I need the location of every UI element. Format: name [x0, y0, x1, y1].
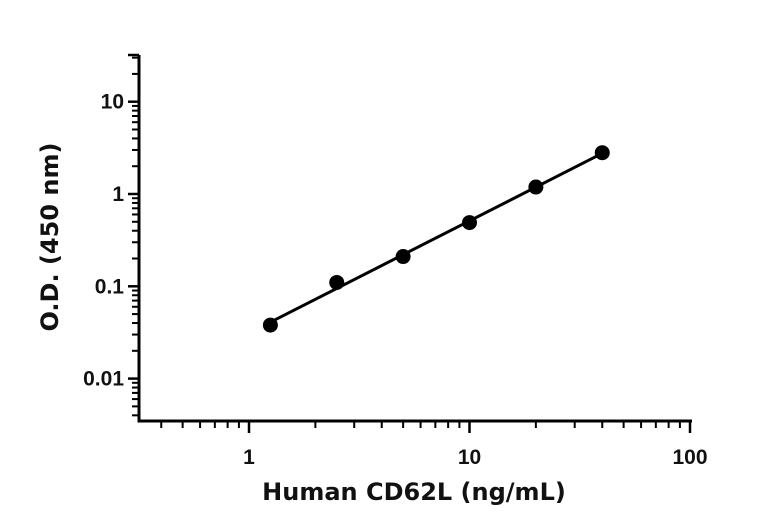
data-point [262, 317, 278, 333]
y-tick-label: 0.01 [83, 368, 124, 391]
y-tick-label: 0.1 [95, 275, 125, 298]
data-points [262, 145, 610, 333]
x-axis-title: Human CD62L (ng/mL) [262, 478, 566, 506]
x-axis-tick-labels: 1 10 100 [243, 446, 707, 469]
x-axis-major-ticks [247, 421, 692, 433]
x-tick-label: 100 [672, 446, 707, 469]
data-point [395, 249, 411, 265]
y-tick-label: 10 [101, 91, 124, 114]
data-point [594, 145, 610, 161]
x-tick-label: 10 [458, 446, 481, 469]
y-axis-tick-labels: 0.01 0.1 1 10 [83, 91, 124, 391]
data-point [329, 274, 345, 290]
fit-line [269, 151, 603, 324]
y-axis-major-ticks [128, 53, 139, 380]
y-axis-title: O.D. (450 nm) [36, 143, 64, 332]
y-tick-label: 1 [112, 183, 124, 206]
data-point [462, 215, 477, 231]
x-tick-label: 1 [243, 446, 255, 469]
data-point [528, 179, 544, 195]
